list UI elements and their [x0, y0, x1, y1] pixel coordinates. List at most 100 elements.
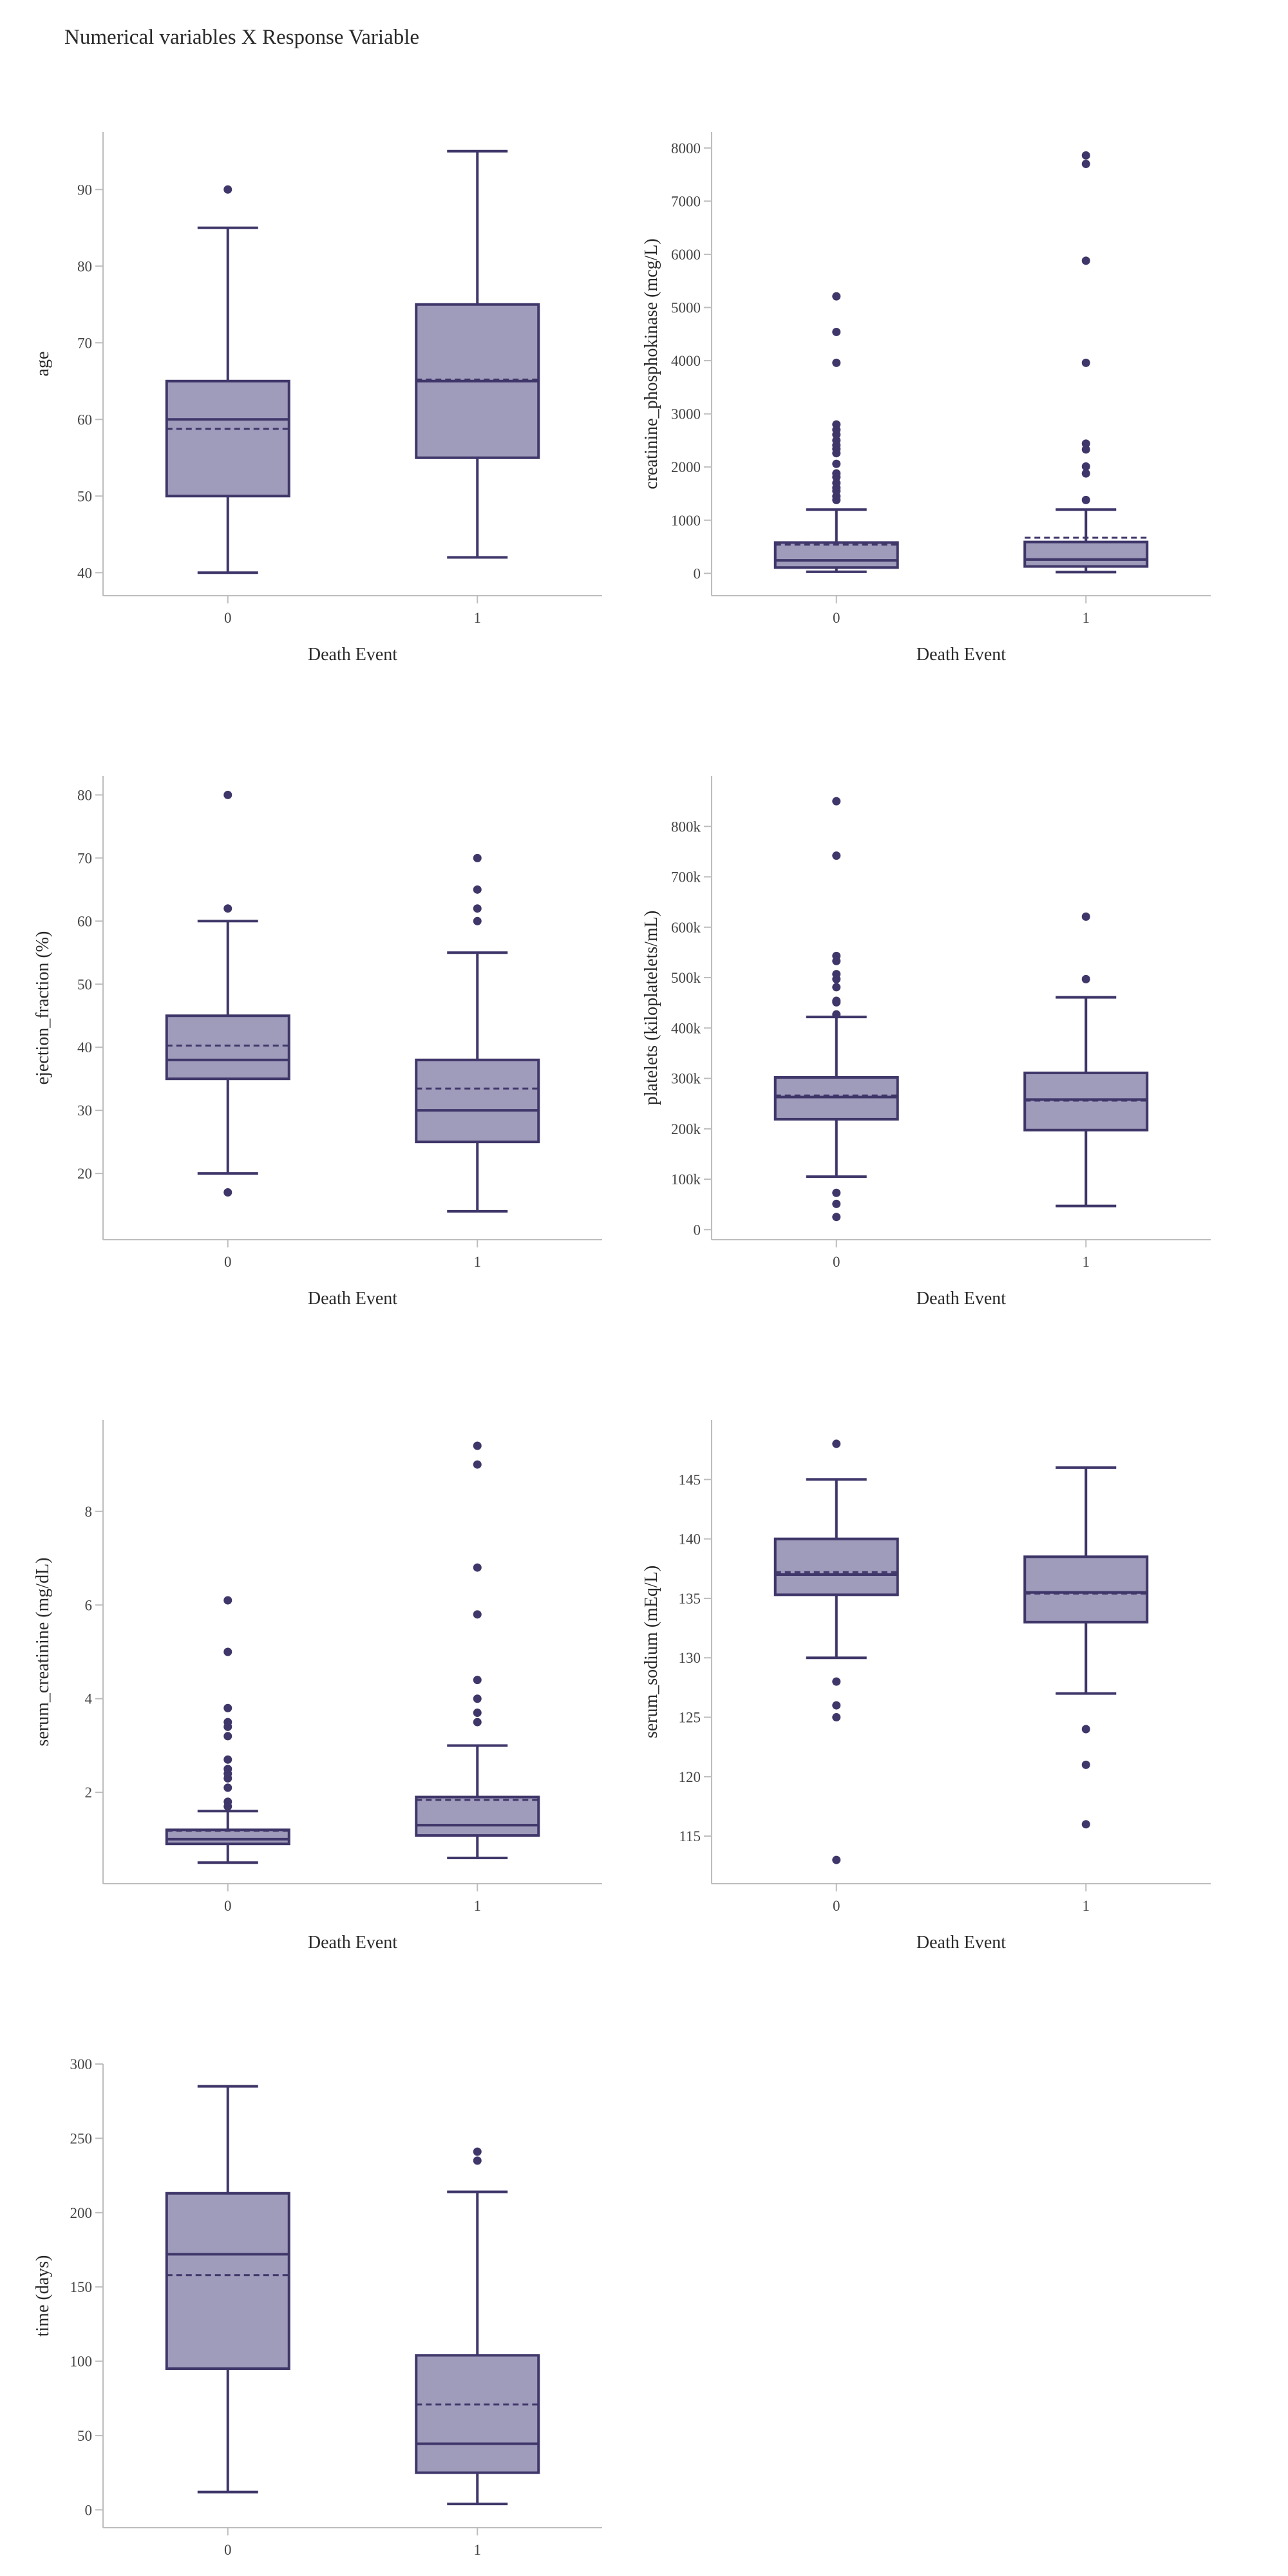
- x-axis-title: Death Event: [916, 1933, 1006, 1953]
- box-group-1: [415, 853, 540, 1213]
- outlier-point: [1081, 469, 1090, 478]
- y-tick-label: 40: [77, 1039, 92, 1056]
- outlier-point: [1081, 1760, 1090, 1769]
- outlier-point: [832, 983, 841, 992]
- y-tick-label: 70: [77, 850, 92, 866]
- iqr-box: [165, 1014, 290, 1081]
- y-tick-label: 0: [85, 2502, 93, 2518]
- outlier-point: [832, 851, 841, 860]
- y-tick-label: 70: [77, 335, 92, 351]
- outlier-point: [473, 1563, 482, 1572]
- y-tick-label: 3000: [671, 406, 701, 422]
- x-axis-title: Death Event: [308, 1933, 397, 1953]
- outlier-point: [832, 292, 841, 301]
- outlier-point: [832, 478, 841, 488]
- y-tick-label: 120: [679, 1769, 701, 1785]
- outlier-point: [832, 1010, 841, 1019]
- outlier-point: [832, 1188, 841, 1197]
- outlier-point: [223, 1703, 232, 1712]
- x-tick-label: 1: [474, 1254, 482, 1270]
- outlier-point: [1081, 1725, 1090, 1734]
- page-title: Numerical variables X Response Variable: [64, 26, 420, 49]
- outlier-point: [223, 1732, 232, 1741]
- iqr-box: [165, 379, 290, 498]
- x-tick-label: 0: [833, 1254, 840, 1270]
- iqr-box: [773, 1537, 899, 1596]
- y-axis-title: creatinine_phosphokinase (mcg/L): [641, 238, 661, 489]
- y-tick-label: 400k: [671, 1020, 701, 1036]
- y-tick-label: 140: [679, 1531, 701, 1548]
- y-axis-title: serum_creatinine (mg/dL): [33, 1557, 53, 1746]
- chart-panel-6: 115 120 125 130 135 140 145 0 1 Death Event serum_…: [641, 1420, 1211, 1953]
- outlier-point: [473, 1610, 482, 1619]
- outlier-point: [473, 2156, 482, 2165]
- outlier-point: [1081, 160, 1090, 169]
- outlier-point: [223, 1596, 232, 1605]
- box-group-1: [1023, 1466, 1149, 1829]
- outlier-point: [1081, 358, 1090, 367]
- iqr-box: [165, 2192, 290, 2371]
- chart-panel-7: 05010015020025030001Death Eventtime (day…: [33, 2056, 602, 2558]
- outlier-point: [832, 970, 841, 979]
- x-axis-title: Death Event: [308, 1289, 397, 1309]
- y-tick-label: 50: [77, 488, 92, 504]
- x-tick-label: 0: [224, 2542, 232, 2558]
- y-tick-label: 125: [679, 1710, 701, 1726]
- y-tick-label: 80: [77, 787, 92, 803]
- outlier-point: [473, 916, 482, 925]
- chart-panel-1: 40 50 60 70 80 90 0 1 Death Event age: [33, 132, 602, 665]
- iqr-box: [415, 1795, 540, 1837]
- outlier-point: [832, 797, 841, 806]
- x-tick-label: 1: [1083, 1898, 1090, 1914]
- box-group-0: [165, 1596, 290, 1864]
- outlier-point: [1081, 445, 1090, 454]
- outlier-point: [473, 2147, 482, 2156]
- box-group-0: [773, 1439, 899, 1864]
- y-tick-label: 0: [694, 565, 701, 582]
- outlier-point: [223, 1718, 232, 1727]
- outlier-point: [1081, 1820, 1090, 1829]
- y-tick-label: 2000: [671, 459, 701, 475]
- x-tick-label: 0: [224, 1254, 232, 1270]
- outlier-point: [473, 853, 482, 862]
- outlier-point: [473, 904, 482, 913]
- chart-panel-4: 0 100k 200k 300k 400k 500k 600k 700k 800k 0 1 Death…: [641, 776, 1211, 1309]
- y-tick-label: 80: [77, 258, 92, 274]
- y-axis-title: serum_sodium (mEq/L): [641, 1566, 661, 1738]
- outlier-point: [1081, 974, 1090, 983]
- y-tick-label: 115: [679, 1828, 701, 1844]
- outlier-point: [832, 1439, 841, 1448]
- outlier-point: [1081, 462, 1090, 471]
- outlier-point: [223, 790, 232, 799]
- y-tick-label: 7000: [671, 193, 701, 209]
- y-axis-title: age: [33, 352, 53, 377]
- y-tick-label: 50: [77, 976, 92, 992]
- box-group-0: [773, 292, 899, 573]
- outlier-point: [832, 1855, 841, 1864]
- iqr-box: [415, 2354, 540, 2474]
- outlier-point: [473, 885, 482, 894]
- y-tick-label: 60: [77, 412, 92, 428]
- outlier-point: [223, 1647, 232, 1656]
- x-axis-title: Death Event: [916, 645, 1006, 665]
- x-tick-label: 1: [1083, 610, 1090, 626]
- iqr-box: [1023, 1555, 1149, 1624]
- y-tick-label: 145: [679, 1472, 701, 1488]
- x-tick-label: 0: [833, 610, 840, 626]
- outlier-point: [473, 1676, 482, 1685]
- y-tick-label: 4000: [671, 353, 701, 369]
- box-group-0: [165, 790, 290, 1197]
- y-tick-label: 20: [77, 1166, 92, 1182]
- y-tick-label: 0: [694, 1222, 701, 1238]
- x-tick-label: 1: [474, 1898, 482, 1914]
- y-tick-label: 100k: [671, 1171, 701, 1188]
- chart-panel-3: 20 30 40 50 60 70 80 0 1 Death Event ejection_frac…: [33, 776, 602, 1309]
- y-tick-label: 1000: [671, 513, 701, 529]
- outlier-point: [832, 951, 841, 960]
- y-tick-label: 300k: [671, 1071, 701, 1087]
- outlier-point: [473, 1694, 482, 1703]
- outlier-point: [832, 327, 841, 336]
- y-tick-label: 6: [85, 1597, 93, 1613]
- box-group-1: [415, 1441, 540, 1859]
